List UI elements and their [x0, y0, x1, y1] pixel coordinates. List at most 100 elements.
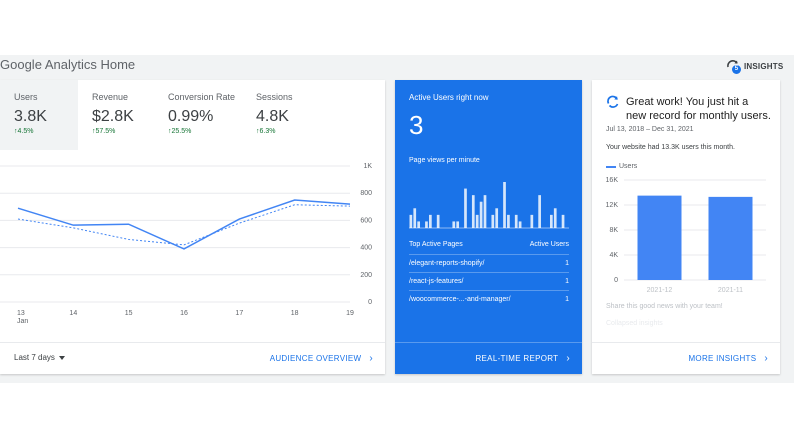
- pageviews-chart-label: Page views per minute: [409, 157, 480, 164]
- metric-change: ↑25.5%: [168, 128, 192, 135]
- insight-date-range: Jul 13, 2018 – Dec 31, 2021: [606, 126, 694, 133]
- insights-card: Great work! You just hit a new record fo…: [592, 80, 780, 374]
- pageview-bar: [507, 214, 510, 228]
- top-pages-table: Top Active Pages Active Users /elegant-r…: [409, 241, 569, 308]
- pageview-bar: [429, 214, 432, 228]
- insights-icon: [606, 95, 620, 109]
- insight-header: Great work! You just hit a new record fo…: [606, 95, 771, 123]
- table-row[interactable]: /woocommerce-...-and-manager/ 1: [409, 290, 569, 308]
- pageview-bar: [464, 188, 467, 228]
- y-tick-label: 12K: [606, 202, 619, 209]
- metric-tab-conversion-rate[interactable]: Conversion Rate 0.99% ↑25.5%: [154, 80, 242, 150]
- x-tick-label: 13: [17, 310, 25, 317]
- y-tick-label: 0: [614, 277, 618, 284]
- page-path: /woocommerce-...-and-manager/: [409, 296, 511, 303]
- insight-description: Your website had 13.3K users this month.: [606, 144, 735, 151]
- insight-title: Great work! You just hit a new record fo…: [626, 96, 771, 122]
- pageview-bar: [491, 214, 495, 228]
- more-insights-link[interactable]: MORE INSIGHTS ›: [688, 353, 768, 364]
- page-users: 1: [565, 260, 569, 267]
- y-tick-label: 16K: [606, 177, 619, 184]
- col-header-users: Active Users: [529, 241, 569, 248]
- metric-label: Revenue: [92, 92, 129, 102]
- active-users-value: 3: [409, 110, 424, 140]
- chart-legend: Users: [606, 163, 637, 170]
- overview-card: Users 3.8K ↑4.5% Revenue $2.8K ↑57.5% Co…: [0, 80, 385, 374]
- caret-down-icon: [58, 355, 65, 360]
- legend-swatch: [606, 165, 616, 168]
- pageview-bar: [479, 201, 483, 228]
- table-row[interactable]: /elegant-reports-shopify/ 1: [409, 254, 569, 272]
- x-tick-label: 15: [125, 310, 133, 317]
- chevron-right-icon: ›: [369, 353, 373, 364]
- pageview-bar: [471, 195, 475, 228]
- series-line-previous: [17, 204, 351, 246]
- pageview-bar: [553, 208, 557, 228]
- realtime-card: Active Users right now 3 Page views per …: [395, 80, 582, 374]
- y-tick-label: 0: [368, 299, 372, 306]
- col-header-pages: Top Active Pages: [409, 241, 463, 248]
- realtime-report-link[interactable]: REAL-TIME REPORT ›: [475, 353, 570, 364]
- series-line-current: [17, 199, 351, 250]
- pageview-bar: [452, 221, 456, 228]
- y-tick-label: 4K: [609, 252, 618, 259]
- page-users: 1: [565, 296, 569, 303]
- pageview-bar: [409, 214, 413, 228]
- y-tick-label: 600: [360, 217, 372, 224]
- date-range-dropdown[interactable]: Last 7 days: [14, 353, 65, 362]
- page-users: 1: [565, 278, 569, 285]
- pageview-bar: [561, 214, 565, 228]
- users-line-chart: 0 200 400 600 800 1K 13 14 15 16 17 18 19 Jan: [0, 163, 372, 325]
- table-row[interactable]: /react-js-features/ 1: [409, 272, 569, 290]
- share-text: Share this good news with your team!: [606, 303, 723, 310]
- x-tick-label: 2021-11: [718, 287, 743, 294]
- audience-overview-link[interactable]: AUDIENCE OVERVIEW ›: [270, 353, 373, 364]
- users-bar: [637, 195, 682, 280]
- pageview-bar: [503, 182, 506, 228]
- x-tick-label: 14: [69, 310, 77, 317]
- pageview-bar: [483, 195, 487, 228]
- legend-label: Users: [619, 163, 638, 170]
- pageview-bar: [518, 221, 522, 228]
- metric-label: Users: [14, 92, 38, 102]
- chevron-right-icon: ›: [764, 353, 768, 364]
- metric-value: 4.8K: [256, 108, 289, 125]
- metric-tab-sessions[interactable]: Sessions 4.8K ↑6.3%: [242, 80, 322, 150]
- pageview-bar: [456, 221, 460, 228]
- insights-label: INSIGHTS: [744, 61, 784, 71]
- pageview-bar: [495, 208, 499, 228]
- metric-tab-users[interactable]: Users 3.8K ↑4.5%: [0, 80, 78, 150]
- insights-icon: 5: [726, 59, 741, 74]
- pageviews-bar-chart: [409, 182, 569, 229]
- x-tick-label: 17: [235, 310, 243, 317]
- metric-tab-revenue[interactable]: Revenue $2.8K ↑57.5%: [78, 80, 154, 150]
- insights-footer: MORE INSIGHTS ›: [592, 342, 780, 374]
- pageview-bar: [425, 221, 428, 228]
- insights-button[interactable]: 5 INSIGHTS: [726, 59, 784, 74]
- pageview-bar: [549, 214, 553, 228]
- pageview-bar: [538, 195, 541, 228]
- x-tick-sublabel: Jan: [17, 318, 28, 325]
- realtime-report-label: REAL-TIME REPORT: [475, 354, 559, 363]
- metric-value: 3.8K: [14, 108, 47, 125]
- chevron-right-icon: ›: [566, 353, 570, 364]
- users-bar: [708, 196, 753, 280]
- metric-value: $2.8K: [92, 108, 134, 125]
- page-path: /react-js-features/: [409, 278, 464, 285]
- top-pages-header: Top Active Pages Active Users: [409, 241, 569, 254]
- insights-count-badge: 5: [732, 65, 741, 74]
- x-tick-label: 16: [180, 310, 188, 317]
- metric-change: ↑57.5%: [92, 128, 116, 135]
- metric-change: ↑4.5%: [14, 128, 34, 135]
- date-range-label: Last 7 days: [14, 353, 55, 362]
- y-tick-label: 200: [360, 272, 372, 279]
- pageview-bar: [413, 208, 417, 228]
- overview-footer: Last 7 days AUDIENCE OVERVIEW ›: [0, 342, 385, 374]
- y-tick-label: 400: [360, 245, 372, 252]
- more-insights-label: MORE INSIGHTS: [688, 354, 757, 363]
- page-path: /elegant-reports-shopify/: [409, 260, 485, 267]
- y-tick-label: 1K: [363, 163, 372, 170]
- active-users-label: Active Users right now: [409, 93, 489, 102]
- metric-label: Conversion Rate: [168, 92, 236, 102]
- metric-change: ↑6.3%: [256, 128, 276, 135]
